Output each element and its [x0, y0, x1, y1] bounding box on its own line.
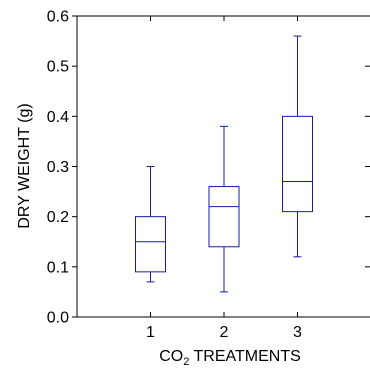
- y-tick-label: 0.0: [47, 310, 69, 327]
- box-1: [135, 166, 166, 283]
- x-tick-label: 3: [293, 324, 302, 341]
- y-tick-label: 0.6: [47, 9, 69, 26]
- x-axis-title-prefix: CO: [159, 348, 183, 365]
- ticks-layer: 0.0 0.1 0.2 0.3 0.4 0.5 0.6 1 2 3: [47, 9, 370, 341]
- iqr-box: [135, 216, 166, 273]
- x-tick-label: 1: [146, 324, 155, 341]
- x-axis-title-suffix: TREATMENTS: [189, 348, 300, 365]
- y-tick-label: 0.4: [47, 109, 69, 126]
- y-tick-label: 0.2: [47, 209, 69, 226]
- box-2: [208, 125, 240, 293]
- x-axis-title: CO2 TREATMENTS: [159, 348, 301, 368]
- iqr-box: [282, 115, 313, 213]
- y-axis-title: DRY WEIGHT (g): [16, 103, 33, 228]
- iqr-box: [208, 186, 240, 248]
- y-tick-label: 0.5: [47, 59, 69, 76]
- x-axis-title-subscript: 2: [183, 356, 189, 368]
- x-tick-label: 2: [220, 324, 229, 341]
- boxes-layer: [135, 35, 313, 293]
- box-3: [282, 35, 313, 258]
- y-tick-label: 0.3: [47, 159, 69, 176]
- y-tick-label: 0.1: [47, 259, 69, 276]
